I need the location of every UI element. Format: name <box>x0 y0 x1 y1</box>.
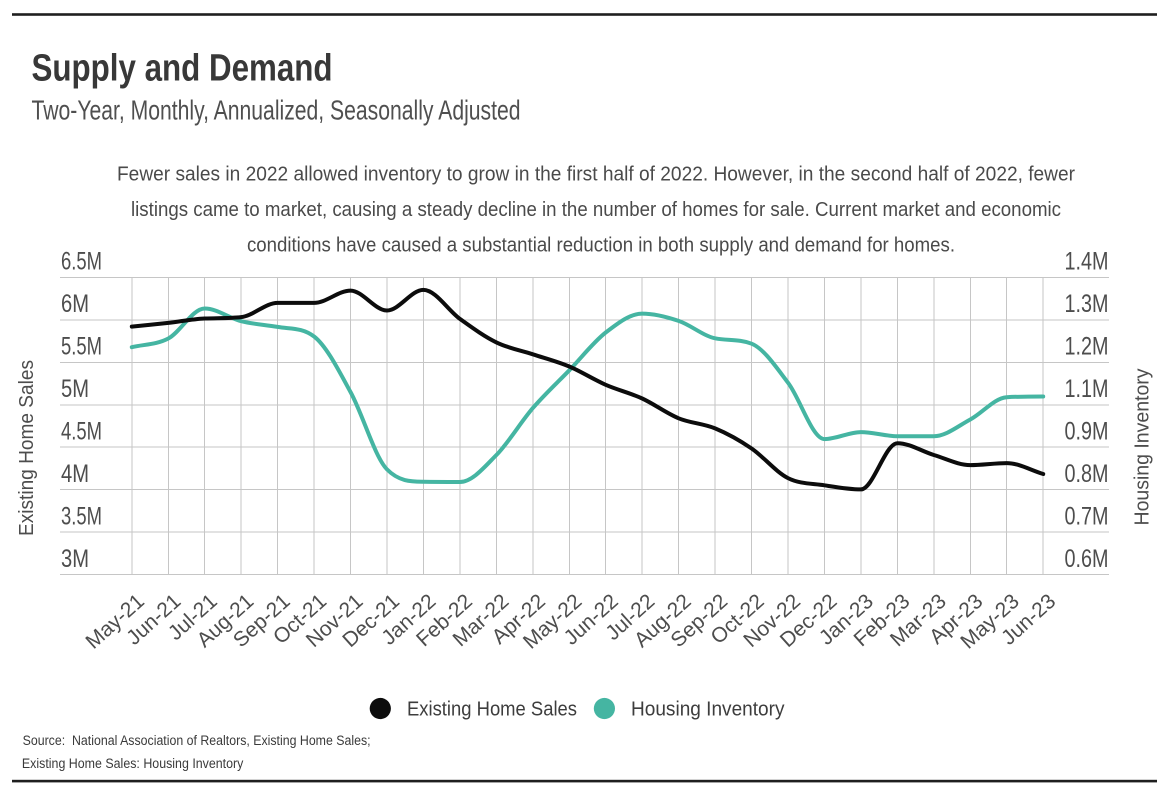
svg-text:Housing Inventory: Housing Inventory <box>631 699 785 721</box>
svg-text:1.4M: 1.4M <box>1065 248 1109 276</box>
svg-text:0.9M: 0.9M <box>1065 418 1109 446</box>
svg-text:conditions have caused a subst: conditions have caused a substantial red… <box>247 235 955 257</box>
svg-text:3.5M: 3.5M <box>61 503 102 531</box>
svg-text:5M: 5M <box>61 375 89 403</box>
svg-text:Existing Home Sales: Housing I: Existing Home Sales: Housing Inventory <box>22 756 244 771</box>
svg-text:6M: 6M <box>61 290 89 318</box>
svg-text:0.6M: 0.6M <box>1065 545 1109 573</box>
svg-text:3M: 3M <box>61 545 89 573</box>
svg-text:Source: National Association: Source: National Association of Realtors… <box>23 733 371 748</box>
svg-text:listings came to market, causi: listings came to market, causing a stead… <box>131 199 1061 221</box>
svg-text:6.5M: 6.5M <box>61 248 102 276</box>
svg-text:Two-Year, Monthly, Annualized,: Two-Year, Monthly, Annualized, Seasonall… <box>32 94 521 125</box>
svg-text:Existing Home Sales: Existing Home Sales <box>407 699 577 721</box>
svg-text:5.5M: 5.5M <box>61 333 102 361</box>
svg-text:0.7M: 0.7M <box>1065 503 1109 531</box>
svg-text:1.2M: 1.2M <box>1065 333 1109 361</box>
svg-text:1.1M: 1.1M <box>1065 375 1109 403</box>
svg-text:4.5M: 4.5M <box>61 418 102 446</box>
svg-text:1.3M: 1.3M <box>1065 290 1109 318</box>
svg-text:0.8M: 0.8M <box>1065 460 1109 488</box>
svg-text:Housing Inventory: Housing Inventory <box>1132 369 1154 526</box>
svg-text:Fewer sales in 2022 allowed in: Fewer sales in 2022 allowed inventory to… <box>117 164 1075 186</box>
svg-text:Supply and Demand: Supply and Demand <box>32 48 333 90</box>
svg-text:4M: 4M <box>61 460 89 488</box>
svg-text:Existing Home Sales: Existing Home Sales <box>16 360 38 536</box>
